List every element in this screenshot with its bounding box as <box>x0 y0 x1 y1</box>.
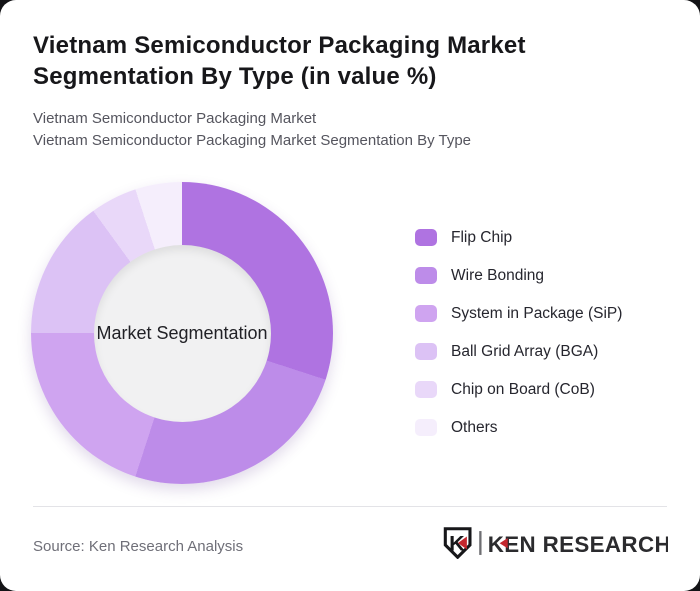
ken-research-logo: K KEN RESEARCH <box>443 527 668 559</box>
subtitle-line-1: Vietnam Semiconductor Packaging Market <box>33 110 317 127</box>
legend-swatch <box>415 229 437 246</box>
footer-divider <box>33 506 667 507</box>
subtitle: Vietnam Semiconductor Packaging Market V… <box>33 108 471 151</box>
logo-shield-icon: K <box>443 527 472 559</box>
legend-item: Wire Bonding <box>415 267 622 284</box>
legend-swatch <box>415 305 437 322</box>
donut-chart: Market Segmentation <box>31 182 333 484</box>
legend-swatch <box>415 381 437 398</box>
logo-divider-bar <box>479 531 482 555</box>
legend-label: Wire Bonding <box>451 266 545 284</box>
logo-wordmark: KEN RESEARCH <box>488 532 668 557</box>
page-title: Vietnam Semiconductor Packaging Market S… <box>33 32 526 90</box>
legend-item: Chip on Board (CoB) <box>415 381 622 398</box>
legend-item: System in Package (SiP) <box>415 305 622 322</box>
donut-hole: Market Segmentation <box>93 244 271 422</box>
legend-label: Others <box>451 418 498 436</box>
logo-wordmark-accent-triangle <box>499 537 508 549</box>
donut-center-label: Market Segmentation <box>96 322 268 343</box>
subtitle-line-2: Vietnam Semiconductor Packaging Market S… <box>33 131 472 149</box>
legend-label: Flip Chip <box>451 228 513 246</box>
legend-item: Others <box>415 419 622 436</box>
legend-label: Chip on Board (CoB) <box>451 380 595 398</box>
legend: Flip Chip Wire Bonding System in Package… <box>415 229 622 457</box>
legend-item: Ball Grid Array (BGA) <box>415 343 622 360</box>
source-text: Source: Ken Research Analysis <box>33 538 244 555</box>
logo-shield-letter: K <box>449 530 465 555</box>
logo-shield-accent-triangle <box>458 536 467 550</box>
legend-swatch <box>415 267 437 284</box>
legend-label: Ball Grid Array (BGA) <box>451 342 599 360</box>
legend-item: Flip Chip <box>415 229 622 246</box>
legend-swatch <box>415 419 437 436</box>
legend-swatch <box>415 343 437 360</box>
legend-label: System in Package (SiP) <box>451 304 623 322</box>
